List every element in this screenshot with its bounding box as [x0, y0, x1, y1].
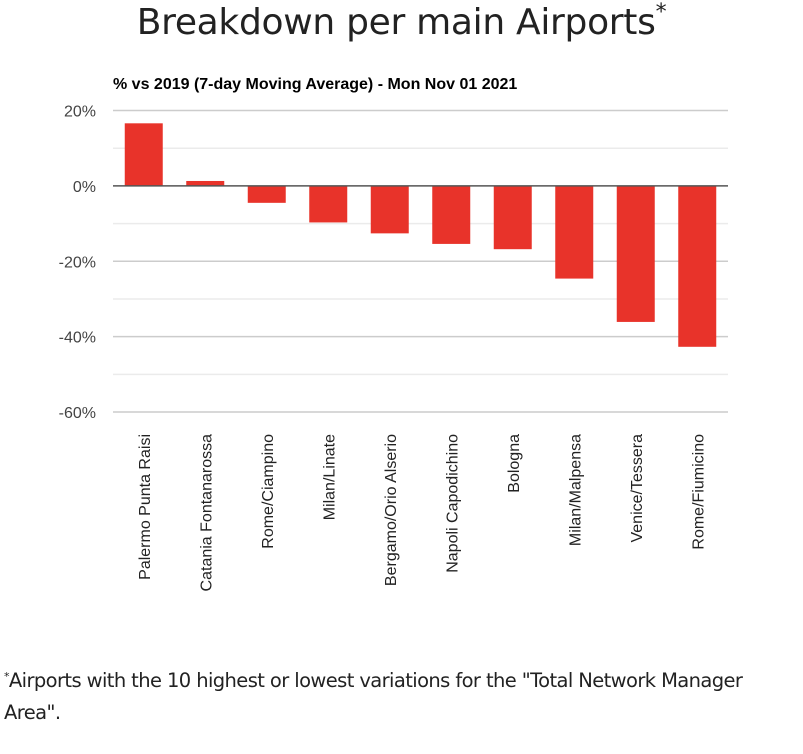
chart-subtitle: % vs 2019 (7-day Moving Average) - Mon N… — [113, 76, 517, 93]
bar — [678, 185, 717, 347]
x-tick-label: Venice/Tessera — [629, 434, 646, 543]
x-tick-label: Bologna — [506, 434, 523, 493]
x-axis-ticks: Palermo Punta Raisi Catania Fontanarossa R… — [137, 434, 708, 592]
bar — [124, 123, 163, 186]
footnote: *Airports with the 10 highest or lowest … — [4, 665, 799, 729]
footnote-marker: * — [4, 670, 9, 683]
bar — [616, 185, 655, 322]
bar — [370, 185, 409, 234]
y-tick-label: 0% — [73, 179, 96, 196]
bar — [247, 185, 286, 203]
x-tick-label: Milan/Linate — [321, 434, 338, 520]
y-tick-label: 20% — [64, 104, 96, 121]
x-tick-label: Rome/Fiumicino — [690, 434, 707, 550]
y-tick-label: -60% — [59, 405, 96, 422]
bar-chart: % vs 2019 (7-day Moving Average) - Mon N… — [59, 76, 728, 592]
x-tick-label: Rome/Ciampino — [260, 434, 277, 549]
chart-title: Breakdown per main Airports* — [0, 0, 803, 43]
bar — [432, 185, 471, 244]
title-footnote-marker: * — [655, 0, 667, 25]
bar — [493, 185, 532, 250]
x-tick-label: Catania Fontanarossa — [198, 434, 215, 592]
x-tick-label: Palermo Punta Raisi — [137, 434, 154, 580]
chart-title-text: Breakdown per main Airports — [136, 2, 656, 43]
x-tick-label: Milan/Malpensa — [567, 434, 584, 546]
bar — [555, 185, 594, 279]
bar — [309, 185, 348, 223]
bar — [186, 180, 225, 186]
y-axis-ticks: 20% 0% -20% -40% -60% — [59, 104, 96, 423]
y-tick-label: -20% — [59, 254, 96, 271]
x-tick-label: Napoli Capodichino — [444, 434, 461, 573]
footnote-text: Airports with the 10 highest or lowest v… — [4, 669, 743, 724]
bars — [124, 123, 717, 347]
x-tick-label: Bergamo/Orio Alserio — [383, 434, 400, 586]
y-tick-label: -40% — [59, 330, 96, 347]
